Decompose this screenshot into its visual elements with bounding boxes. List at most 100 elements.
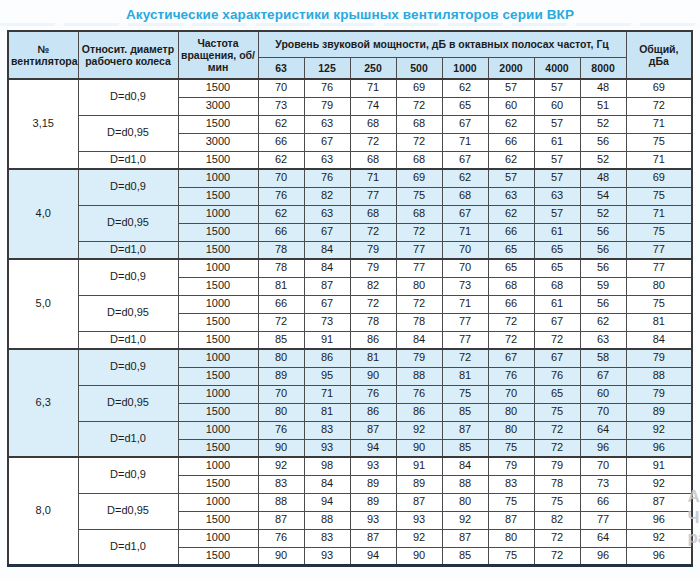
table-row: 4,0D=d0,91000707671696257574869 <box>8 169 692 187</box>
rpm-cell: 1500 <box>178 277 258 295</box>
spl-value-cell: 71 <box>350 79 396 97</box>
spl-value-cell: 80 <box>488 421 534 439</box>
spl-value-cell: 92 <box>442 511 488 529</box>
spl-value-cell: 67 <box>534 313 580 331</box>
spl-value-cell: 84 <box>304 259 350 277</box>
total-dba-cell: 92 <box>626 529 692 547</box>
spl-value-cell: 69 <box>396 169 442 187</box>
spl-value-cell: 73 <box>442 277 488 295</box>
spl-value-cell: 74 <box>350 97 396 115</box>
spl-value-cell: 63 <box>580 331 626 349</box>
rpm-cell: 1500 <box>178 547 258 565</box>
total-dba-cell: 75 <box>626 223 692 241</box>
rpm-cell: 1500 <box>178 151 258 169</box>
spl-value-cell: 87 <box>396 493 442 511</box>
spl-value-cell: 72 <box>488 313 534 331</box>
spl-value-cell: 94 <box>350 439 396 457</box>
table-row: D=d1,01500626368686762575271 <box>8 151 692 169</box>
spl-value-cell: 79 <box>534 457 580 475</box>
total-dba-cell: 84 <box>626 331 692 349</box>
spl-value-cell: 71 <box>442 223 488 241</box>
spl-value-cell: 87 <box>442 529 488 547</box>
spl-value-cell: 88 <box>442 475 488 493</box>
spl-value-cell: 94 <box>304 493 350 511</box>
acoustic-characteristics-table: № вентилятора Относит. диаметр рабочего … <box>7 30 693 567</box>
frequency-header-cell: 4000 <box>534 57 580 79</box>
spl-value-cell: 81 <box>304 403 350 421</box>
frequency-header-cell: 63 <box>258 57 304 79</box>
spl-value-cell: 76 <box>488 367 534 385</box>
spl-value-cell: 83 <box>304 421 350 439</box>
spl-value-cell: 68 <box>350 205 396 223</box>
spl-value-cell: 56 <box>580 259 626 277</box>
spl-value-cell: 61 <box>534 133 580 151</box>
spl-value-cell: 87 <box>304 277 350 295</box>
spl-value-cell: 88 <box>396 367 442 385</box>
spl-value-cell: 98 <box>304 457 350 475</box>
spl-value-cell: 85 <box>442 439 488 457</box>
spl-value-cell: 76 <box>258 421 304 439</box>
spl-value-cell: 79 <box>304 97 350 115</box>
rpm-cell: 3000 <box>178 97 258 115</box>
total-dba-cell: 96 <box>626 511 692 529</box>
diameter-cell: D=d1,0 <box>78 241 178 259</box>
table-row: D=d0,951500626368686762575271 <box>8 115 692 133</box>
diameter-cell: D=d1,0 <box>78 331 178 349</box>
spl-value-cell: 51 <box>580 97 626 115</box>
spl-value-cell: 63 <box>304 151 350 169</box>
spl-value-cell: 80 <box>258 403 304 421</box>
frequency-header-cell: 250 <box>350 57 396 79</box>
spl-value-cell: 67 <box>442 151 488 169</box>
spl-value-cell: 56 <box>580 295 626 313</box>
spl-value-cell: 68 <box>442 187 488 205</box>
spl-value-cell: 71 <box>304 385 350 403</box>
spl-value-cell: 72 <box>396 97 442 115</box>
spl-value-cell: 93 <box>304 547 350 565</box>
spl-value-cell: 62 <box>258 115 304 133</box>
catalog-page: Акустические характеристики крышных вент… <box>0 0 700 580</box>
header-row-main: № вентилятора Относит. диаметр рабочего … <box>8 31 692 57</box>
spl-value-cell: 77 <box>580 511 626 529</box>
spl-value-cell: 73 <box>304 313 350 331</box>
spl-value-cell: 84 <box>442 457 488 475</box>
spl-value-cell: 77 <box>396 259 442 277</box>
spl-value-cell: 83 <box>488 475 534 493</box>
spl-value-cell: 75 <box>488 439 534 457</box>
total-dba-cell: 96 <box>626 547 692 565</box>
spl-value-cell: 72 <box>396 223 442 241</box>
total-dba-cell: 89 <box>626 403 692 421</box>
spl-value-cell: 63 <box>304 115 350 133</box>
spl-value-cell: 88 <box>304 511 350 529</box>
spl-value-cell: 66 <box>488 133 534 151</box>
total-dba-cell: 75 <box>626 187 692 205</box>
fan-number-cell: 6,3 <box>8 349 78 457</box>
spl-value-cell: 90 <box>258 439 304 457</box>
diameter-cell: D=d1,0 <box>78 151 178 169</box>
spl-value-cell: 77 <box>442 313 488 331</box>
spl-value-cell: 68 <box>350 115 396 133</box>
background-artifact-strip <box>0 23 700 26</box>
table-row: 3,15D=d0,91500707671696257574869 <box>8 79 692 97</box>
rpm-cell: 1500 <box>178 313 258 331</box>
spl-value-cell: 81 <box>350 349 396 367</box>
spl-value-cell: 62 <box>258 205 304 223</box>
spl-value-cell: 68 <box>396 205 442 223</box>
spl-value-cell: 76 <box>350 385 396 403</box>
spl-value-cell: 72 <box>350 295 396 313</box>
total-dba-header: Общий, дБа <box>626 31 692 79</box>
spl-value-cell: 81 <box>442 367 488 385</box>
spl-value-cell: 62 <box>580 313 626 331</box>
rpm-cell: 1000 <box>178 295 258 313</box>
spl-value-cell: 72 <box>534 421 580 439</box>
spl-value-cell: 67 <box>442 205 488 223</box>
frequency-header-cell: 500 <box>396 57 442 79</box>
spl-value-cell: 87 <box>350 421 396 439</box>
spl-value-cell: 72 <box>396 133 442 151</box>
spl-value-cell: 48 <box>580 79 626 97</box>
spl-value-cell: 72 <box>258 313 304 331</box>
spl-value-cell: 75 <box>442 385 488 403</box>
rpm-cell: 1500 <box>178 475 258 493</box>
spl-value-cell: 57 <box>488 169 534 187</box>
spl-value-cell: 67 <box>304 133 350 151</box>
page-title: Акустические характеристики крышных вент… <box>0 0 700 22</box>
